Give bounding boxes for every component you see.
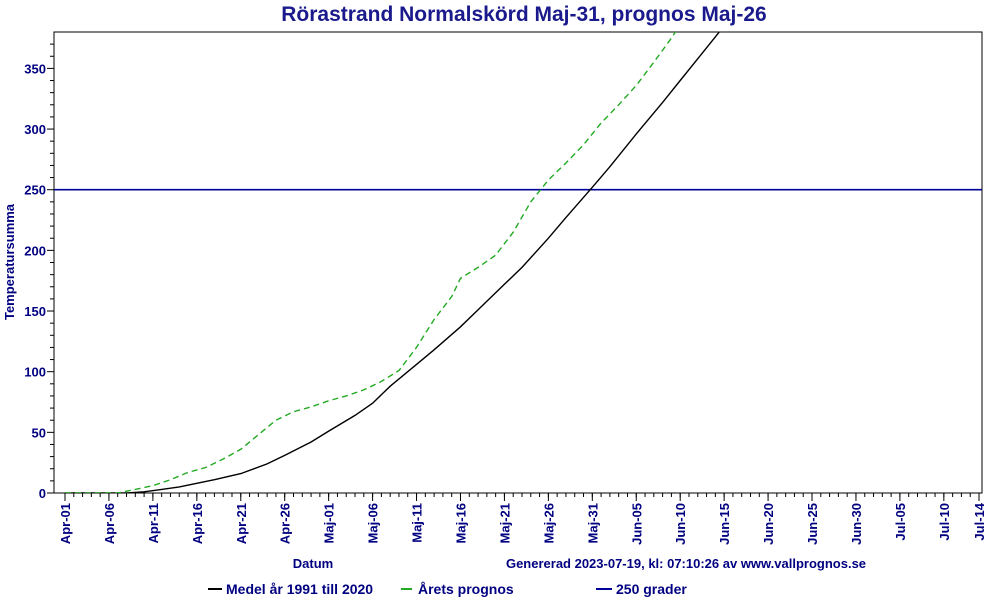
x-tick-label: Apr-11 — [146, 503, 161, 543]
x-tick-label: Apr-01 — [58, 503, 73, 544]
x-tick-label: Maj-06 — [366, 503, 381, 543]
plot-area — [53, 31, 983, 494]
x-axis-label: Datum — [293, 556, 333, 571]
series-line-forecast — [65, 32, 677, 493]
x-tick-label: Jun-20 — [761, 503, 776, 545]
x-tick-label: Jun-10 — [673, 503, 688, 545]
x-tick-label: Apr-06 — [102, 503, 117, 544]
y-axis-label: Temperatursumma — [2, 203, 17, 320]
x-tick-label: Apr-26 — [278, 503, 293, 544]
legend: Medel år 1991 till 2020 Årets prognos 25… — [208, 581, 687, 597]
legend-entry-forecast: Årets prognos — [418, 581, 514, 597]
y-tick-label: 0 — [39, 486, 46, 501]
legend-entry-threshold: 250 grader — [616, 581, 687, 597]
x-tick-label: Maj-11 — [410, 503, 425, 543]
generated-note: Genererad 2023-07-19, kl: 07:10:26 av ww… — [506, 556, 866, 571]
y-tick-label: 200 — [24, 243, 46, 258]
x-tick-label: Maj-31 — [585, 503, 600, 543]
x-tick-label: Apr-21 — [234, 503, 249, 544]
chart-title: Rörastrand Normalskörd Maj-31, prognos M… — [281, 3, 766, 26]
x-tick-label: Jun-15 — [717, 503, 732, 545]
x-tick-label: Jul-05 — [893, 503, 908, 541]
x-tick-label: Maj-01 — [322, 503, 337, 543]
y-tick-label: 100 — [24, 365, 46, 380]
series-line-normal — [65, 32, 721, 493]
y-tick-label: 300 — [24, 122, 46, 137]
x-tick-label: Jul-10 — [937, 503, 952, 541]
y-tick-label: 50 — [32, 425, 46, 440]
x-tick-label: Jul-14 — [972, 502, 987, 540]
y-tick-label: 150 — [24, 304, 46, 319]
y-tick-label: 250 — [24, 183, 46, 198]
x-tick-label: Maj-26 — [541, 503, 556, 543]
x-tick-label: Jun-25 — [805, 503, 820, 545]
x-tick-label: Maj-16 — [453, 503, 468, 543]
x-tick-label: Apr-16 — [190, 503, 205, 544]
x-axis: Apr-01 Apr-06 Apr-11 Apr-16 Apr-21 Apr-26 Maj-… — [58, 493, 987, 545]
y-tick-label: 350 — [24, 61, 46, 76]
x-tick-label: Jun-05 — [629, 503, 644, 545]
x-tick-label: Jun-30 — [849, 503, 864, 545]
series-layer — [65, 32, 721, 493]
x-tick-label: Maj-21 — [497, 503, 512, 543]
legend-entry-normal: Medel år 1991 till 2020 — [226, 581, 373, 597]
y-axis: 0 50 100 150 200 250 300 350 — [24, 43, 54, 501]
